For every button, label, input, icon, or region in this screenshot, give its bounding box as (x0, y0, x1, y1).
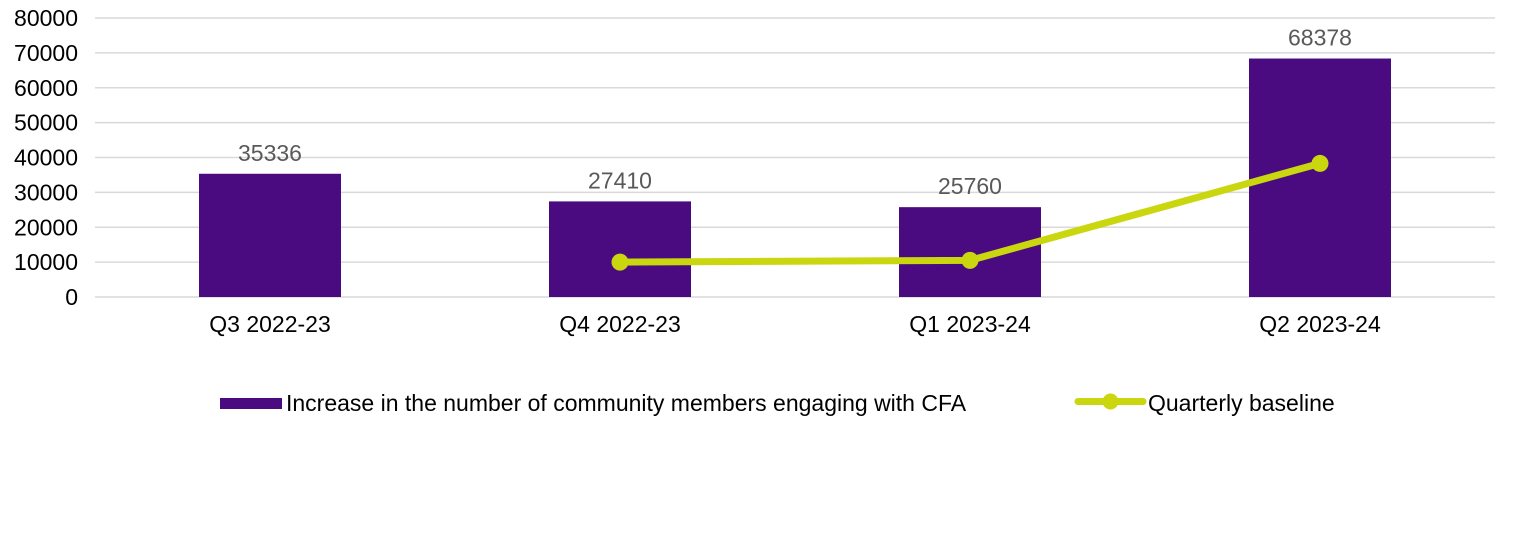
y-axis-tick-label: 10000 (14, 249, 78, 275)
bar (199, 173, 341, 297)
baseline-marker-icon (1311, 154, 1329, 172)
y-axis-tick-label: 40000 (14, 145, 78, 171)
y-axis-tick-label: 80000 (14, 5, 78, 31)
legend-line-marker-icon (1102, 393, 1119, 410)
y-axis-tick-label: 70000 (14, 40, 78, 66)
bar-value-label: 27410 (588, 167, 652, 193)
chart-legend: Increase in the number of community memb… (220, 390, 1335, 416)
baseline-marker-icon (961, 251, 979, 269)
bar-series (199, 58, 1391, 298)
legend-bar-label: Increase in the number of community memb… (286, 390, 967, 416)
line-series (611, 154, 1329, 271)
baseline-marker-icon (611, 253, 629, 271)
bar-value-label: 68378 (1288, 25, 1352, 51)
bar-value-label: 25760 (938, 173, 1002, 199)
bar (549, 201, 691, 297)
bar-value-label: 35336 (238, 140, 302, 166)
y-axis-tick-label: 0 (65, 284, 78, 310)
y-axis-tick-labels: 0 10000 20000 30000 40000 50000 60000 70000 8000… (14, 5, 78, 310)
category-label: Q1 2023-24 (909, 311, 1031, 337)
legend-line-label: Quarterly baseline (1148, 390, 1335, 416)
category-label: Q4 2022-23 (559, 311, 680, 337)
y-axis-tick-label: 20000 (14, 214, 78, 240)
x-axis-category-labels: Q3 2022-23 Q4 2022-23 Q1 2023-24 Q2 2023-24 (209, 311, 1381, 337)
bar-value-labels: 35336 27410 25760 68378 (238, 25, 1352, 200)
legend-bar-swatch (220, 398, 282, 409)
category-label: Q2 2023-24 (1259, 311, 1381, 337)
y-axis-tick-label: 60000 (14, 75, 78, 101)
y-axis-tick-label: 30000 (14, 179, 78, 205)
category-label: Q3 2022-23 (209, 311, 330, 337)
y-axis-tick-label: 50000 (14, 110, 78, 136)
